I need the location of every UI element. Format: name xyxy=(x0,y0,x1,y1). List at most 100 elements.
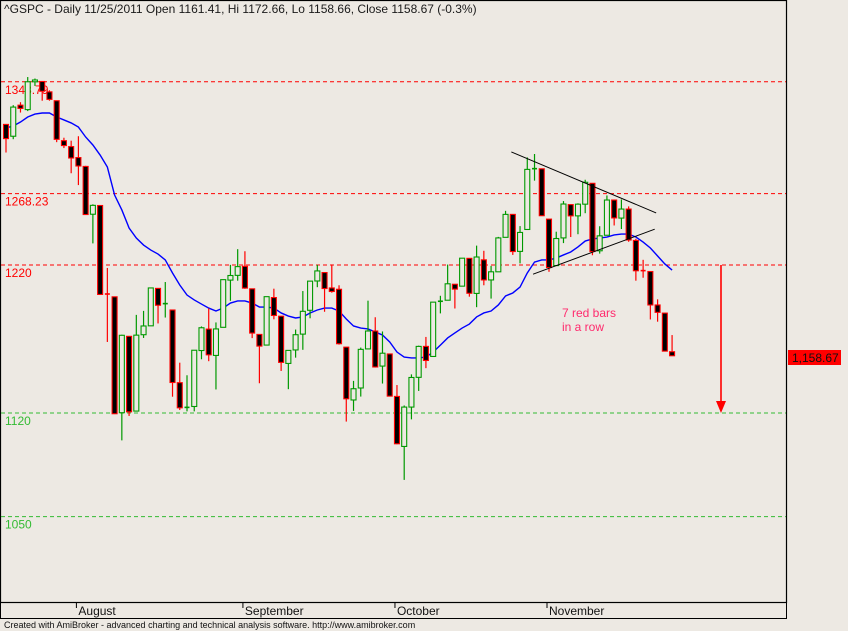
candle-body xyxy=(249,288,256,334)
candle xyxy=(574,203,582,235)
candle xyxy=(111,296,118,415)
candle-body xyxy=(285,349,292,364)
candle xyxy=(104,267,110,342)
candle xyxy=(350,380,357,411)
candle xyxy=(582,179,589,214)
trendline xyxy=(532,228,655,275)
candle xyxy=(488,265,495,299)
candle-body xyxy=(256,333,263,347)
candle-body xyxy=(68,146,75,159)
candle-body xyxy=(538,168,545,217)
candle-body xyxy=(75,157,82,167)
candle xyxy=(89,204,96,244)
candle-body xyxy=(350,388,357,401)
candle xyxy=(495,236,502,273)
candle xyxy=(126,335,133,416)
arrow-head-icon xyxy=(716,401,726,413)
candle xyxy=(256,333,263,384)
candle xyxy=(278,315,285,371)
candle-body xyxy=(241,265,248,289)
candle xyxy=(154,287,162,324)
candle xyxy=(372,317,379,368)
candle xyxy=(553,231,560,267)
candle-body xyxy=(379,352,386,367)
candle xyxy=(618,199,625,230)
candle xyxy=(147,287,154,327)
candle xyxy=(647,270,654,320)
candle xyxy=(227,264,234,301)
candle xyxy=(538,168,545,217)
candle xyxy=(335,285,343,345)
candle xyxy=(567,204,574,238)
candle-body xyxy=(495,237,502,273)
candle xyxy=(17,102,24,113)
candle-body xyxy=(205,328,212,356)
candle-body xyxy=(553,237,560,267)
candle xyxy=(357,347,364,397)
candle xyxy=(292,329,299,358)
candle-body xyxy=(24,81,31,111)
candle-body xyxy=(314,270,321,282)
candle-body xyxy=(451,283,458,290)
candle xyxy=(176,362,183,411)
candle-body xyxy=(321,271,328,290)
candle xyxy=(343,346,350,422)
candle xyxy=(632,238,639,281)
candle-body xyxy=(422,345,429,362)
candle xyxy=(386,353,393,397)
candle-body xyxy=(488,271,495,281)
candle xyxy=(321,271,328,312)
candle-body xyxy=(140,325,147,336)
candle xyxy=(437,295,443,314)
candle-body xyxy=(220,279,227,328)
candle xyxy=(2,123,10,153)
candle-body xyxy=(545,218,553,269)
candle-body xyxy=(661,312,668,352)
candle xyxy=(118,334,125,441)
candle-body xyxy=(17,104,24,109)
candle-body xyxy=(567,204,574,217)
candle xyxy=(212,322,220,390)
candle xyxy=(545,218,553,272)
candle-body xyxy=(60,140,67,147)
candle xyxy=(532,154,538,181)
candle xyxy=(430,301,437,358)
candle xyxy=(625,206,632,242)
candle xyxy=(205,308,212,362)
candle xyxy=(285,349,292,390)
candle-body xyxy=(574,203,582,217)
candle-body xyxy=(307,280,314,311)
candle xyxy=(466,257,473,297)
candle-body xyxy=(270,297,277,317)
candle-body xyxy=(292,334,299,351)
candle-body xyxy=(176,382,183,409)
candle xyxy=(661,312,668,352)
date-label: August xyxy=(78,604,116,618)
candle xyxy=(97,204,104,296)
candle xyxy=(393,385,401,445)
candle-body xyxy=(459,257,466,287)
candle-body xyxy=(415,345,422,378)
candle xyxy=(473,245,480,308)
date-axis xyxy=(0,602,787,619)
candle xyxy=(480,250,487,286)
candle-body xyxy=(647,270,654,306)
candle-body xyxy=(82,165,89,216)
candle xyxy=(263,296,270,346)
candle-body xyxy=(632,239,639,272)
candle xyxy=(24,77,31,112)
candle xyxy=(401,405,408,480)
candle xyxy=(307,280,314,319)
candle xyxy=(68,140,75,174)
candle xyxy=(516,226,524,264)
candle-body xyxy=(509,213,516,253)
candle-body xyxy=(191,349,198,408)
candle xyxy=(364,300,372,350)
annotation-line-1: 7 red bars xyxy=(562,306,616,320)
candle xyxy=(603,195,610,236)
candle xyxy=(39,80,46,101)
candle-body xyxy=(97,204,104,296)
last-price-box xyxy=(788,350,841,365)
candle-body xyxy=(516,231,524,252)
candle xyxy=(60,137,67,149)
